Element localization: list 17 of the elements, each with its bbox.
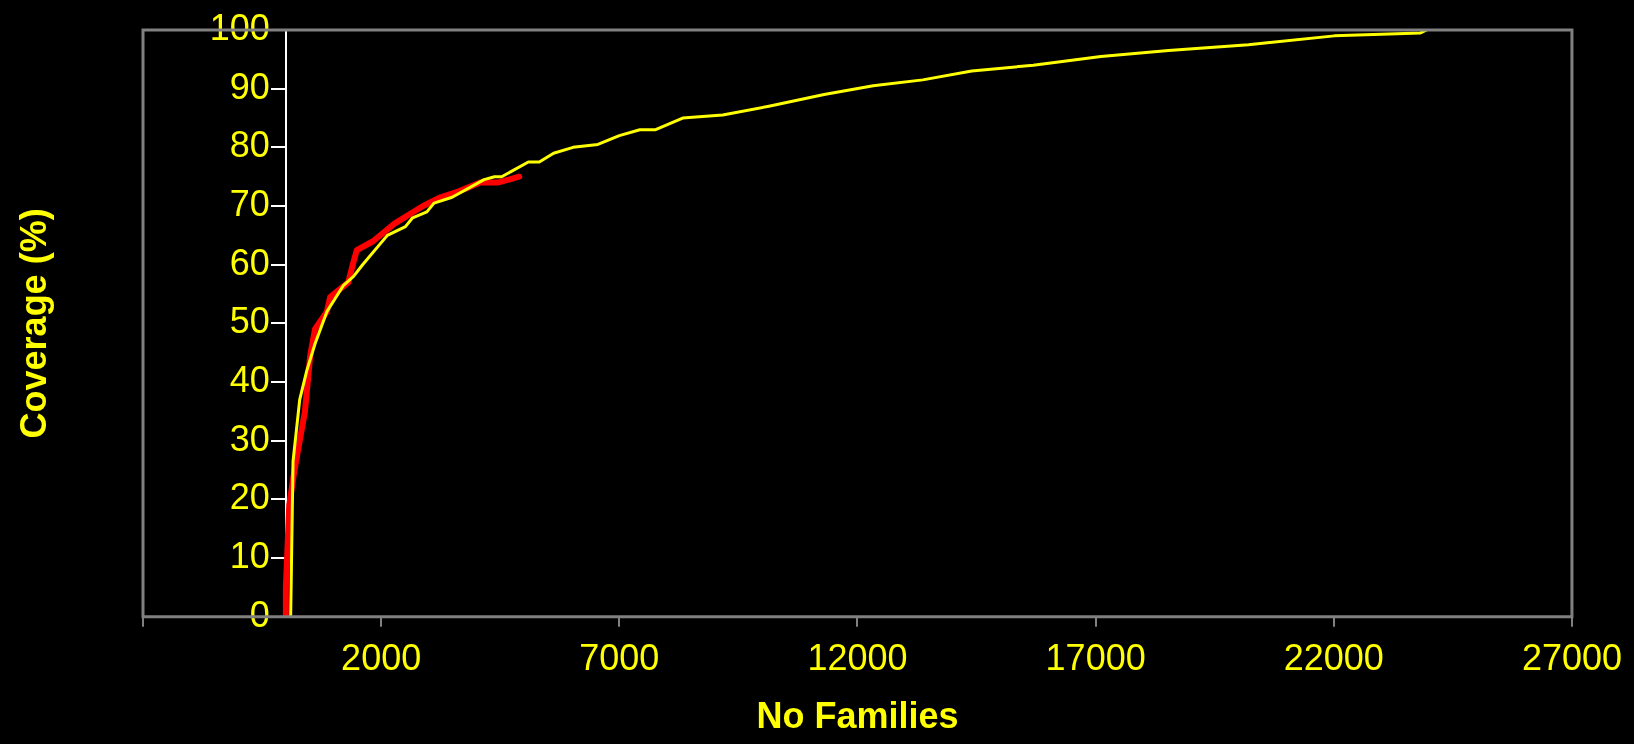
y-tick-label: 10 <box>229 535 270 577</box>
y-tick-label: 30 <box>229 417 270 459</box>
y-tick-label: 80 <box>229 124 270 166</box>
x-tick-label: 2000 <box>341 637 422 679</box>
y-tick-label: 50 <box>229 300 270 342</box>
x-tick-label: 7000 <box>579 637 660 679</box>
x-tick-label: 22000 <box>1283 637 1384 679</box>
x-axis-title: No Families <box>756 694 959 736</box>
x-tick-label: 17000 <box>1045 637 1146 679</box>
y-tick-label: 60 <box>229 241 270 283</box>
y-tick-label: 90 <box>229 65 270 107</box>
y-axis-title: Coverage (%) <box>12 208 54 439</box>
y-tick-label: 40 <box>229 359 270 400</box>
y-tick-label: 70 <box>229 182 270 224</box>
x-tick-label: 27000 <box>1521 637 1622 679</box>
x-tick-label: 12000 <box>807 637 908 679</box>
y-tick-label: 20 <box>229 476 270 518</box>
